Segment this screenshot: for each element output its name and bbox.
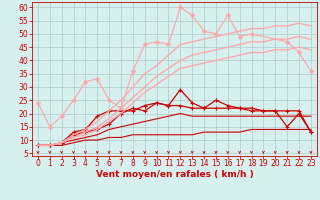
X-axis label: Vent moyen/en rafales ( km/h ): Vent moyen/en rafales ( km/h ) bbox=[96, 170, 253, 179]
